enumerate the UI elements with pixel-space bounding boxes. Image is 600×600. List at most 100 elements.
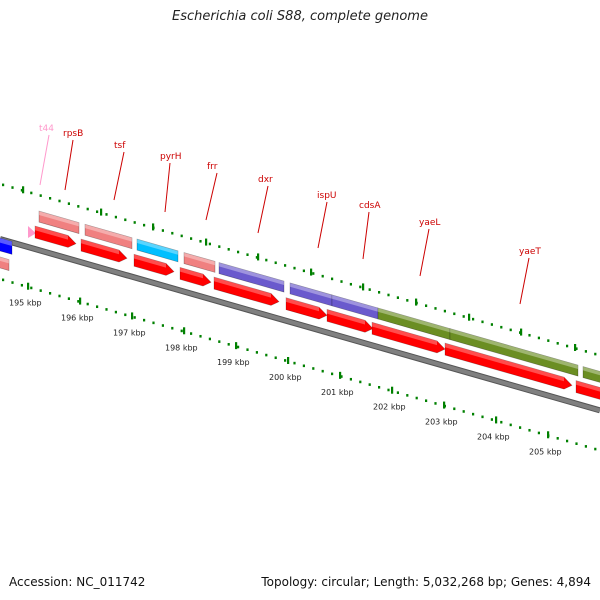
label-yaeL: yaeL bbox=[419, 218, 440, 228]
outer-major-tick bbox=[152, 223, 155, 231]
scale-tick-dot bbox=[77, 300, 80, 303]
outer-tick-dot bbox=[566, 344, 569, 348]
outer-major-tick bbox=[362, 283, 365, 291]
scale-tick-dot bbox=[274, 356, 277, 360]
scale-major-tick bbox=[79, 297, 82, 305]
cds-yaeT bbox=[444, 342, 573, 390]
scale-major-tick bbox=[547, 431, 550, 439]
scale-major-tick bbox=[339, 371, 342, 379]
scale-tick-dot bbox=[312, 367, 315, 370]
cds-dxr-highlight bbox=[214, 277, 271, 298]
scale-label: 199 kbp bbox=[217, 358, 250, 367]
accession-text: Accession: NC_011742 bbox=[9, 575, 146, 589]
scale-tick-dot bbox=[67, 297, 70, 300]
label-cdsA: cdsA bbox=[359, 201, 381, 211]
scale-major-tick bbox=[391, 386, 394, 394]
scale-tick-dot bbox=[556, 437, 559, 440]
outer-tick-dot bbox=[462, 315, 465, 318]
cds-ispU-highlight bbox=[286, 297, 319, 312]
scale-tick-dot bbox=[30, 286, 33, 290]
outer-tick-dot bbox=[425, 304, 428, 308]
outer-tick-dot bbox=[96, 210, 99, 214]
outer-tick-dot bbox=[293, 266, 296, 270]
outer-tick-dot bbox=[161, 229, 164, 232]
feature-dxr bbox=[218, 262, 285, 293]
scale-tick-dot bbox=[415, 396, 418, 400]
feature-pink-edge-highlight bbox=[0, 256, 9, 264]
scale-label: 195 kbp bbox=[9, 299, 42, 308]
scale-tick-dot bbox=[490, 418, 493, 421]
scale-tick-dot bbox=[49, 291, 52, 295]
outer-tick-dot bbox=[218, 245, 221, 248]
scale-tick-dot bbox=[378, 385, 381, 389]
label-frr: frr bbox=[207, 162, 218, 172]
outer-tick-dot bbox=[472, 317, 475, 321]
outer-tick-dot bbox=[528, 333, 531, 337]
outer-tick-dot bbox=[133, 221, 136, 224]
cds-dxr bbox=[213, 276, 280, 306]
outer-tick-dot bbox=[434, 307, 437, 310]
scale-tick-dot bbox=[180, 329, 183, 333]
outer-major-tick bbox=[205, 238, 208, 246]
outer-tick-dot bbox=[20, 188, 23, 192]
outer-tick-dot bbox=[406, 299, 409, 302]
label-dxr: dxr bbox=[258, 175, 273, 185]
scale-tick-dot bbox=[190, 332, 193, 335]
scale-tick-dot bbox=[11, 281, 14, 284]
outer-tick-dot bbox=[246, 253, 249, 256]
scale-tick-dot bbox=[255, 351, 258, 354]
scale-tick-dot bbox=[434, 402, 437, 405]
label-ispU: ispU bbox=[317, 191, 337, 201]
outer-tick-dot bbox=[594, 352, 597, 356]
scale-tick-dot bbox=[265, 353, 268, 357]
scale-tick-dot bbox=[20, 283, 23, 287]
scale-tick-dot bbox=[387, 388, 390, 392]
scale-tick-dot bbox=[143, 318, 146, 322]
scale-tick-dot bbox=[566, 439, 569, 443]
outer-tick-dot bbox=[2, 183, 5, 187]
scale-tick-dot bbox=[105, 308, 108, 311]
scale-tick-dot bbox=[39, 289, 42, 292]
scale-tick-dot bbox=[519, 426, 522, 429]
feature-cdsA-highlight bbox=[332, 294, 378, 312]
label-yaeT-leader bbox=[519, 257, 530, 305]
feature-dxr-highlight bbox=[219, 262, 284, 285]
outer-tick-dot bbox=[274, 261, 277, 265]
cds-frr bbox=[179, 267, 212, 287]
outer-tick-dot bbox=[537, 336, 540, 340]
outer-tick-dot bbox=[368, 288, 371, 291]
scale-tick-dot bbox=[396, 391, 399, 394]
scale-major-tick bbox=[495, 416, 498, 424]
cds-ispU bbox=[285, 297, 328, 320]
scale-tick-dot bbox=[208, 337, 211, 341]
scale-tick-dot bbox=[425, 399, 428, 403]
outer-tick-dot bbox=[481, 320, 484, 324]
scale-tick-dot bbox=[124, 313, 127, 317]
scale-tick-dot bbox=[321, 369, 324, 373]
scale-tick-dot bbox=[406, 394, 409, 397]
outer-tick-dot bbox=[443, 309, 446, 313]
outer-tick-dot bbox=[237, 250, 240, 254]
scale-tick-dot bbox=[161, 324, 164, 327]
outer-tick-dot bbox=[284, 264, 287, 267]
outer-tick-dot bbox=[302, 269, 305, 273]
feature-pink-edge bbox=[0, 256, 10, 271]
outer-tick-dot bbox=[312, 272, 315, 275]
outer-tick-dot bbox=[387, 293, 390, 297]
outer-tick-dot bbox=[378, 290, 381, 294]
feature-ispU-highlight bbox=[290, 282, 332, 299]
outer-tick-dot bbox=[255, 256, 258, 259]
scale-tick-dot bbox=[293, 361, 296, 365]
cds-rpsB-highlight bbox=[35, 226, 68, 240]
cds-pyrH-highlight bbox=[134, 254, 166, 268]
feature-pyrH-highlight bbox=[137, 239, 178, 255]
outer-tick-dot bbox=[396, 296, 399, 299]
scale-tick-dot bbox=[509, 423, 512, 427]
scale-tick-dot bbox=[575, 442, 578, 445]
outer-tick-dot bbox=[114, 215, 117, 219]
outer-major-tick bbox=[520, 328, 523, 336]
scale-tick-dot bbox=[453, 407, 456, 411]
outer-tick-dot bbox=[58, 199, 61, 203]
outer-tick-dot bbox=[500, 325, 503, 329]
feature-next bbox=[582, 366, 600, 383]
